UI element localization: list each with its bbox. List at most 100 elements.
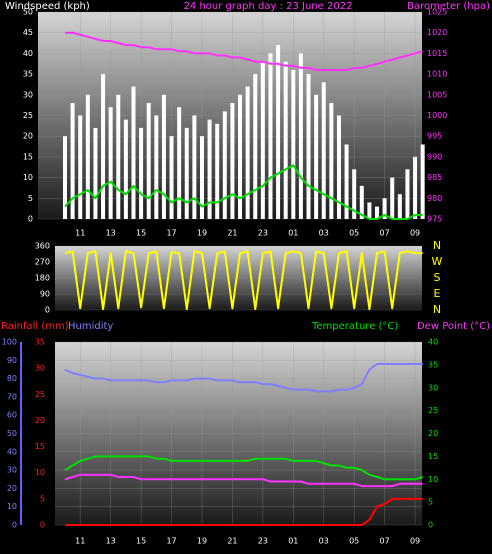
gust-bar: [336, 115, 341, 219]
y-tick-label: 10: [7, 502, 17, 511]
x-tick-label: 05: [349, 537, 359, 546]
y-tick-label: 45: [23, 28, 33, 37]
x-tick-label: 17: [166, 229, 176, 238]
y-tick-label: 50: [7, 429, 17, 438]
y-tick-label: 90: [7, 356, 17, 365]
gust-bar: [215, 123, 220, 219]
gust-bar: [298, 53, 303, 220]
gust-bar: [63, 136, 67, 219]
y2-tick-label: 20: [428, 429, 438, 438]
x-tick-label: 11: [75, 229, 85, 238]
x-tick-label: 23: [258, 229, 268, 238]
y-tick-label: 25: [23, 111, 33, 120]
x-tick-label: 09: [410, 229, 420, 238]
x-tick-label: 11: [75, 537, 85, 546]
gust-bar: [139, 127, 144, 219]
gust-bar: [321, 82, 326, 219]
gust-bar: [199, 136, 204, 219]
y2-tick-label: 995: [427, 132, 442, 141]
y2-tick-label: 5: [428, 498, 433, 507]
y3-tick-label: 15: [35, 442, 45, 451]
legend-dew-point: Dew Point (°C): [417, 321, 490, 332]
gust-bar: [146, 103, 151, 219]
y-tick-label: 20: [23, 132, 33, 141]
x-tick-label: 03: [319, 537, 329, 546]
series-line: [65, 31, 423, 71]
gust-bar: [329, 103, 334, 219]
x-tick-label: 13: [106, 229, 116, 238]
gust-bar: [154, 115, 159, 219]
gust-bar: [93, 127, 98, 219]
x-tick-label: 01: [288, 537, 298, 546]
gust-bar: [291, 69, 296, 220]
gust-bar: [78, 115, 83, 219]
y2-tick-label: 985: [427, 173, 442, 182]
gust-bar: [413, 156, 418, 219]
gust-bar: [405, 169, 410, 219]
chart-title: 24 hour graph day : 23 June 2022: [184, 1, 353, 12]
y-tick-label: 20: [7, 484, 17, 493]
series-line: [64, 363, 423, 393]
x-tick-label: 21: [227, 537, 237, 546]
y3-tick-label: 10: [35, 468, 45, 477]
gust-bar: [101, 74, 106, 219]
y-tick-label: 180: [35, 274, 50, 283]
x-tick-label: 23: [258, 537, 268, 546]
gust-bar: [123, 119, 128, 219]
y3-tick-label: 35: [35, 338, 45, 347]
y2-tick-label: 1010: [427, 70, 447, 79]
legend-temperature: Temperature (°C): [311, 321, 398, 332]
gust-bar: [207, 119, 212, 219]
x-tick-label: 15: [136, 229, 146, 238]
y2-tick-label: 980: [427, 194, 442, 203]
y2-tick-label: 1015: [427, 49, 447, 58]
y2-tick-label: 35: [428, 360, 438, 369]
x-tick-label: 07: [380, 537, 390, 546]
y3-tick-label: 20: [35, 416, 45, 425]
y3-tick-label: 30: [35, 364, 45, 373]
y2-tick-label: 15: [428, 452, 438, 461]
y2-tick-label: 10: [428, 475, 438, 484]
y-axis-label: Windspeed (kph): [5, 1, 90, 12]
series-line: [64, 164, 423, 220]
y-tick-label: 30: [7, 466, 17, 475]
x-tick-label: 15: [136, 537, 146, 546]
y2-tick-label: 0: [428, 521, 433, 530]
gust-bar: [314, 94, 319, 219]
gust-bar: [359, 185, 364, 219]
gust-bar: [85, 94, 90, 219]
gust-bar: [108, 107, 113, 219]
y-tick-label: 35: [23, 70, 33, 79]
y-tick-label: 15: [23, 152, 33, 161]
gust-bar: [161, 94, 166, 219]
x-tick-label: 09: [410, 537, 420, 546]
gust-bar: [268, 53, 273, 220]
y-tick-label: 80: [7, 374, 17, 383]
y-tick-label: 100: [2, 338, 17, 347]
x-tick-label: 05: [349, 229, 359, 238]
gust-bar: [116, 94, 121, 219]
y-tick-label: 10: [23, 173, 33, 182]
gust-bar: [390, 177, 395, 219]
y3-tick-label: 0: [40, 521, 45, 530]
y2-tick-label: 25: [428, 406, 438, 415]
y2-tick-label: 1025: [427, 8, 447, 17]
y-tick-label: 0: [45, 306, 50, 315]
y3-tick-label: 25: [35, 390, 45, 399]
y-tick-label: 5: [28, 194, 33, 203]
y-tick-label: 270: [35, 258, 50, 267]
series-line: [64, 473, 423, 488]
y-tick-label: 90: [40, 290, 50, 299]
gust-bar: [397, 194, 402, 219]
gust-bar: [375, 206, 380, 219]
gust-bar: [238, 94, 243, 219]
series-line: [64, 455, 423, 481]
y-tick-label: 70: [7, 392, 17, 401]
gust-bar: [283, 61, 288, 220]
gust-bar: [420, 144, 425, 219]
panel-temperature: [55, 342, 422, 525]
gust-bar: [177, 107, 182, 219]
legend-humidity: Humidity: [68, 321, 113, 332]
y3-tick-label: 5: [40, 494, 45, 503]
